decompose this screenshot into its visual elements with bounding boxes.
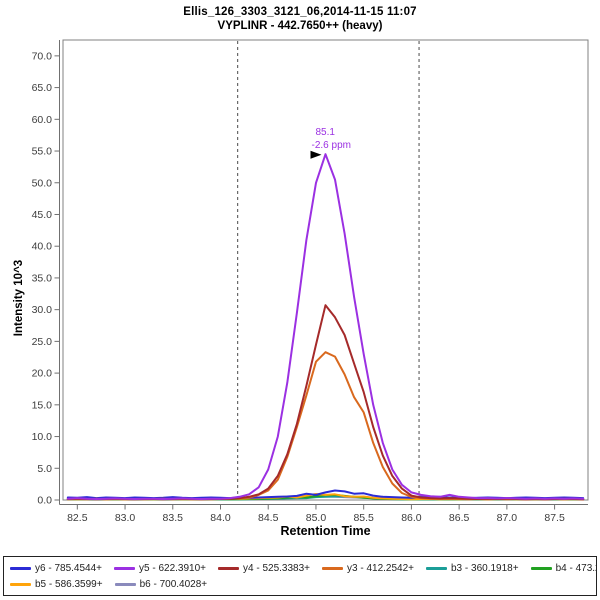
x-tick-label: 86.0 bbox=[401, 512, 422, 524]
legend-swatch-y4 bbox=[218, 566, 239, 570]
x-tick-label: 83.5 bbox=[163, 512, 184, 524]
legend-label-y5: y5 - 622.3910+ bbox=[139, 562, 206, 574]
x-tick-label: 85.5 bbox=[353, 512, 374, 524]
legend-item-b5: b5 - 586.3599+ bbox=[10, 579, 103, 590]
legend-swatch-y5 bbox=[114, 566, 135, 570]
x-tick-label: 85.0 bbox=[306, 512, 327, 524]
chart-title: Ellis_126_3303_3121_06,2014-11-15 11:07 bbox=[183, 6, 417, 18]
y-tick-label: 30.0 bbox=[32, 304, 53, 316]
legend-item-y5: y5 - 622.3910+ bbox=[114, 563, 206, 574]
legend-swatch-b4 bbox=[530, 566, 552, 570]
x-tick-label: 86.5 bbox=[449, 512, 470, 524]
legend-row: b5 - 586.3599+ b6 - 700.4028+ bbox=[10, 579, 590, 590]
y-tick-label: 45.0 bbox=[32, 209, 53, 221]
x-tick-label: 87.0 bbox=[497, 512, 518, 524]
x-tick-label: 87.5 bbox=[544, 512, 565, 524]
series-y4 bbox=[66, 304, 585, 501]
y-tick-label: 20.0 bbox=[32, 368, 53, 380]
legend-swatch-y3 bbox=[322, 566, 343, 570]
legend-row: y6 - 785.4544+ y5 - 622.3910+ y4 - 525.338… bbox=[10, 563, 596, 574]
legend-swatch-b6 bbox=[114, 582, 136, 586]
y-tick-label: 5.0 bbox=[37, 463, 52, 475]
y-tick-label: 70.0 bbox=[32, 50, 53, 62]
legend-label-y3: y3 - 412.2542+ bbox=[347, 562, 414, 574]
legend-swatch-b5 bbox=[10, 582, 31, 586]
legend-item-y3: y3 - 412.2542+ bbox=[322, 563, 414, 574]
legend: y6 - 785.4544+ y5 - 622.3910+ y4 - 525.338… bbox=[3, 556, 597, 596]
y-tick-label: 15.0 bbox=[32, 399, 53, 411]
legend-item-b6: b6 - 700.4028+ bbox=[114, 578, 208, 590]
peak-rt-label: 85.1 bbox=[316, 127, 336, 138]
legend-label-b4: b4 - 473.2758+ bbox=[555, 562, 596, 574]
peak-ppm-label: -2.6 ppm bbox=[312, 140, 351, 151]
y-tick-label: 60.0 bbox=[32, 114, 53, 126]
y-tick-label: 65.0 bbox=[32, 82, 53, 94]
chart-subtitle: VYPLINR - 442.7650++ (heavy) bbox=[217, 20, 383, 32]
legend-swatch-y6 bbox=[10, 566, 31, 570]
series-y5 bbox=[66, 153, 585, 500]
legend-swatch-b3 bbox=[426, 566, 447, 570]
y-tick-label: 10.0 bbox=[32, 431, 53, 443]
y-tick-label: 55.0 bbox=[32, 146, 53, 158]
x-tick-label: 84.0 bbox=[210, 512, 231, 524]
legend-item-y4: y4 - 525.3383+ bbox=[218, 563, 310, 574]
y-tick-label: 50.0 bbox=[32, 177, 53, 189]
series-y3 bbox=[66, 351, 585, 501]
legend-label-y6: y6 - 785.4544+ bbox=[35, 562, 102, 574]
legend-item-b3: b3 - 360.1918+ bbox=[426, 563, 519, 574]
legend-label-y4: y4 - 525.3383+ bbox=[243, 562, 310, 574]
legend-item-y6: y6 - 785.4544+ bbox=[10, 563, 102, 574]
plot-area: 0.0 5.0 10.0 15.0 20.0 25.0 30.0 35.0 40.0 45.0 50… bbox=[32, 39, 589, 524]
x-tick-label: 84.5 bbox=[258, 512, 279, 524]
x-axis-title: Retention Time bbox=[280, 524, 371, 538]
legend-label-b6: b6 - 700.4028+ bbox=[139, 578, 208, 590]
best-peak-arrow-icon bbox=[310, 150, 322, 159]
y-tick-label: 35.0 bbox=[32, 272, 53, 284]
y-tick-label: 0.0 bbox=[37, 495, 52, 507]
legend-label-b5: b5 - 586.3599+ bbox=[35, 578, 103, 590]
plot-frame bbox=[62, 39, 589, 501]
y-tick-label: 40.0 bbox=[32, 241, 53, 253]
x-tick-label: 82.5 bbox=[67, 512, 88, 524]
y-tick-label: 25.0 bbox=[32, 336, 53, 348]
legend-item-b4: b4 - 473.2758+ bbox=[530, 562, 596, 574]
legend-label-b3: b3 - 360.1918+ bbox=[451, 562, 519, 574]
x-tick-label: 83.0 bbox=[115, 512, 136, 524]
